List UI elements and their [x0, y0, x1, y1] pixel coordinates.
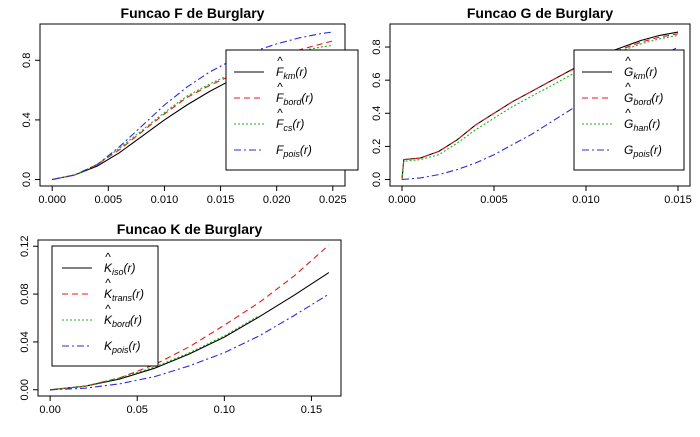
series-line-bord: [401, 33, 679, 180]
panel-title: Funcao G de Burglary: [467, 5, 613, 21]
y-tick-label: 0.04: [19, 331, 31, 352]
x-tick-label: 0.025: [319, 194, 347, 206]
series-line-pois: [50, 293, 330, 391]
y-tick-label: 0.08: [19, 283, 31, 304]
legend-hat-mark: ^: [625, 106, 631, 120]
y-tick-label: 0.0: [21, 172, 33, 187]
legend-label: Kpois(r): [104, 339, 141, 355]
legend-label: Fcs(r): [276, 117, 304, 133]
series-line-km: [401, 31, 679, 180]
x-tick-label: 0.005: [480, 194, 508, 206]
x-tick-label: 0.010: [151, 194, 179, 206]
legend-label: Gkm(r): [624, 65, 657, 81]
x-tick-label: 0.015: [664, 194, 692, 206]
y-tick-label: 0.4: [21, 112, 33, 127]
legend-hat-mark: ^: [105, 250, 111, 264]
legend-box: [51, 245, 159, 367]
x-tick-label: 0.000: [388, 194, 416, 206]
legend-hat-mark: ^: [105, 302, 111, 316]
legend-label: Gbord(r): [624, 91, 663, 107]
legend-hat-mark: ^: [625, 80, 631, 94]
legend-hat-mark: ^: [105, 276, 111, 290]
legend: Kiso(r)^Ktrans(r)^Kbord(r)^Kpois(r): [51, 245, 159, 367]
x-tick-label: 0.005: [95, 194, 123, 206]
panel-f: Funcao F de Burglary 0.000 0.005 0.010 0.015…: [21, 5, 359, 206]
legend-label: Gpois(r): [624, 143, 662, 159]
y-tick-label: 0.12: [19, 236, 31, 257]
x-tick-label: 0.05: [127, 404, 148, 416]
legend-label: Ghan(r): [624, 117, 660, 133]
panel-g: Funcao G de Burglary 0.000 0.005 0.010 0.015…: [371, 5, 692, 206]
x-tick-label: 0.010: [572, 194, 600, 206]
x-tick-label: 0.020: [263, 194, 291, 206]
panel-title: Funcao F de Burglary: [121, 5, 265, 21]
legend-label: Fpois(r): [276, 143, 312, 159]
legend-label: Fkm(r): [276, 65, 307, 81]
legend-label: Kiso(r): [104, 261, 136, 277]
legend-hat-mark: ^: [277, 106, 283, 120]
series-line-iso: [50, 272, 330, 391]
x-tick-label: 0.015: [207, 194, 235, 206]
y-tick-label: 0.4: [371, 106, 383, 121]
legend-hat-mark: ^: [625, 54, 631, 68]
panel-title: Funcao K de Burglary: [117, 221, 263, 237]
legend-box: [225, 49, 359, 171]
panel-k: Funcao K de Burglary 0.00 0.05 0.10 0.15 0.00…: [19, 221, 342, 416]
legend-box: [573, 49, 685, 171]
y-tick-label: 0.8: [371, 39, 383, 54]
x-tick-label: 0.15: [301, 404, 322, 416]
legend-label: Fbord(r): [276, 91, 313, 107]
legend-label: Ktrans(r): [104, 287, 144, 303]
series-line-han: [401, 34, 679, 180]
x-tick-label: 0.10: [214, 404, 235, 416]
y-tick-label: 0.00: [19, 379, 31, 400]
legend: Gkm(r)^Gbord(r)^Ghan(r)^Gpois(r): [573, 49, 685, 171]
legend: Fkm(r)^Fbord(r)^Fcs(r)^Fpois(r): [225, 49, 359, 171]
y-tick-label: 0.6: [371, 73, 383, 88]
x-tick-label: 0.00: [39, 404, 60, 416]
legend-hat-mark: ^: [277, 80, 283, 94]
plot-frame: [37, 239, 342, 397]
legend-label: Kbord(r): [104, 313, 142, 329]
legend-hat-mark: ^: [277, 54, 283, 68]
series-line-pois: [52, 31, 333, 181]
plot-frame: [389, 23, 691, 187]
y-tick-label: 0.2: [371, 139, 383, 154]
y-tick-label: 0.8: [21, 53, 33, 68]
y-tick-label: 0.0: [371, 172, 383, 187]
x-tick-label: 0.000: [38, 194, 66, 206]
